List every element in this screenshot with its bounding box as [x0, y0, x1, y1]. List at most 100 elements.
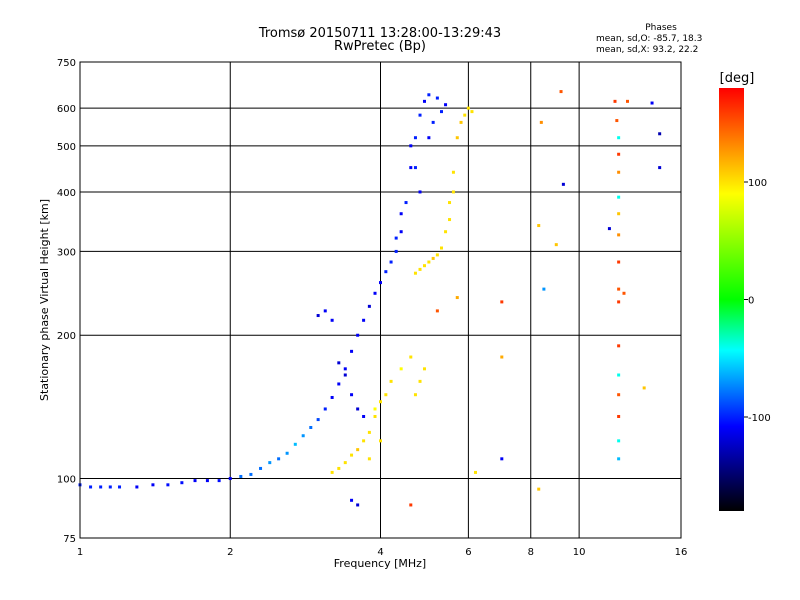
data-point [539, 120, 543, 124]
data-point [435, 96, 439, 100]
grid-lines [80, 62, 681, 538]
x-tick-label: 16 [675, 547, 688, 558]
data-point [537, 487, 541, 491]
data-point [180, 481, 184, 485]
data-point [413, 166, 417, 170]
x-tick-label: 1 [77, 547, 83, 558]
data-point [89, 485, 93, 489]
data-point [316, 314, 320, 318]
data-point [362, 318, 366, 322]
data-point [337, 361, 341, 365]
data-point [542, 287, 546, 291]
data-point [394, 249, 398, 253]
data-point [362, 414, 366, 418]
x-tick-label: 2 [227, 547, 233, 558]
data-point [451, 190, 455, 194]
data-point [658, 166, 662, 170]
data-point [427, 136, 431, 140]
data-point [444, 230, 448, 234]
data-point [617, 195, 621, 199]
data-point [473, 470, 477, 474]
data-point [268, 461, 272, 465]
data-point [399, 212, 403, 216]
data-point [285, 451, 289, 455]
data-point [500, 300, 504, 304]
data-point [427, 260, 431, 264]
data-point [99, 485, 103, 489]
data-point [500, 457, 504, 461]
data-point [422, 264, 426, 268]
colorbar-tick-label: -100 [748, 413, 771, 424]
data-point [135, 485, 139, 489]
data-point [625, 99, 629, 103]
data-point [413, 393, 417, 397]
data-point [418, 267, 422, 271]
x-axis-ticks: 1 2 4 6 8 10 16 [77, 547, 688, 558]
data-point [650, 101, 654, 105]
data-point [337, 466, 341, 470]
data-point [455, 296, 459, 300]
data-point [642, 386, 646, 390]
data-point [455, 136, 459, 140]
data-point [422, 367, 426, 371]
data-point [118, 485, 122, 489]
x-axis-label: Frequency [MHz] [334, 557, 426, 570]
x-tick-label: 6 [465, 547, 471, 558]
y-tick-label: 75 [63, 534, 76, 545]
data-point [440, 246, 444, 250]
data-point [217, 479, 221, 483]
data-point [373, 414, 377, 418]
data-point [379, 400, 382, 404]
data-point [559, 90, 563, 94]
colorbar-label: [deg] [720, 71, 755, 86]
data-point [617, 287, 621, 291]
data-point [617, 170, 621, 174]
data-point [617, 300, 621, 304]
colorbar-tick-label: 0 [748, 296, 754, 307]
data-point [554, 243, 558, 247]
data-point [404, 201, 408, 205]
data-point [617, 212, 621, 216]
data-point [435, 253, 439, 257]
data-point [613, 99, 617, 103]
data-point [356, 448, 360, 452]
data-point [316, 418, 320, 422]
data-point [343, 373, 347, 377]
chart-title: Tromsø 20150711 13:28:00-13:29:43 [258, 26, 502, 41]
data-point [362, 439, 366, 443]
y-tick-label: 600 [57, 104, 76, 115]
data-point [607, 227, 611, 231]
data-point [444, 103, 448, 107]
data-point [617, 344, 621, 348]
data-point [350, 498, 354, 502]
y-axis-label: Stationary phase Virtual Height [km] [38, 199, 51, 401]
data-point [427, 93, 431, 97]
data-point [343, 367, 347, 371]
data-point [617, 457, 621, 461]
data-point [356, 333, 360, 337]
data-point [440, 110, 444, 114]
y-tick-label: 500 [57, 142, 76, 153]
data-point [367, 457, 371, 461]
x-tick-label: 4 [377, 547, 383, 558]
data-point [108, 485, 112, 489]
x-tick-label: 10 [573, 547, 586, 558]
data-point [617, 152, 621, 156]
data-point [422, 99, 426, 103]
data-point [399, 367, 403, 371]
data-point [367, 430, 371, 434]
colorbar-ticks: 100 0 -100 [744, 178, 771, 424]
data-point [330, 395, 334, 399]
data-point [367, 304, 371, 308]
data-point [337, 382, 341, 386]
data-point [277, 457, 281, 461]
data-point [151, 483, 155, 487]
data-point [463, 113, 467, 117]
data-point [615, 119, 619, 123]
data-point [435, 309, 439, 313]
data-points [78, 90, 662, 507]
data-point [166, 483, 170, 487]
stats-header: Phases [645, 23, 677, 33]
data-point [413, 136, 417, 140]
data-point [205, 479, 209, 483]
